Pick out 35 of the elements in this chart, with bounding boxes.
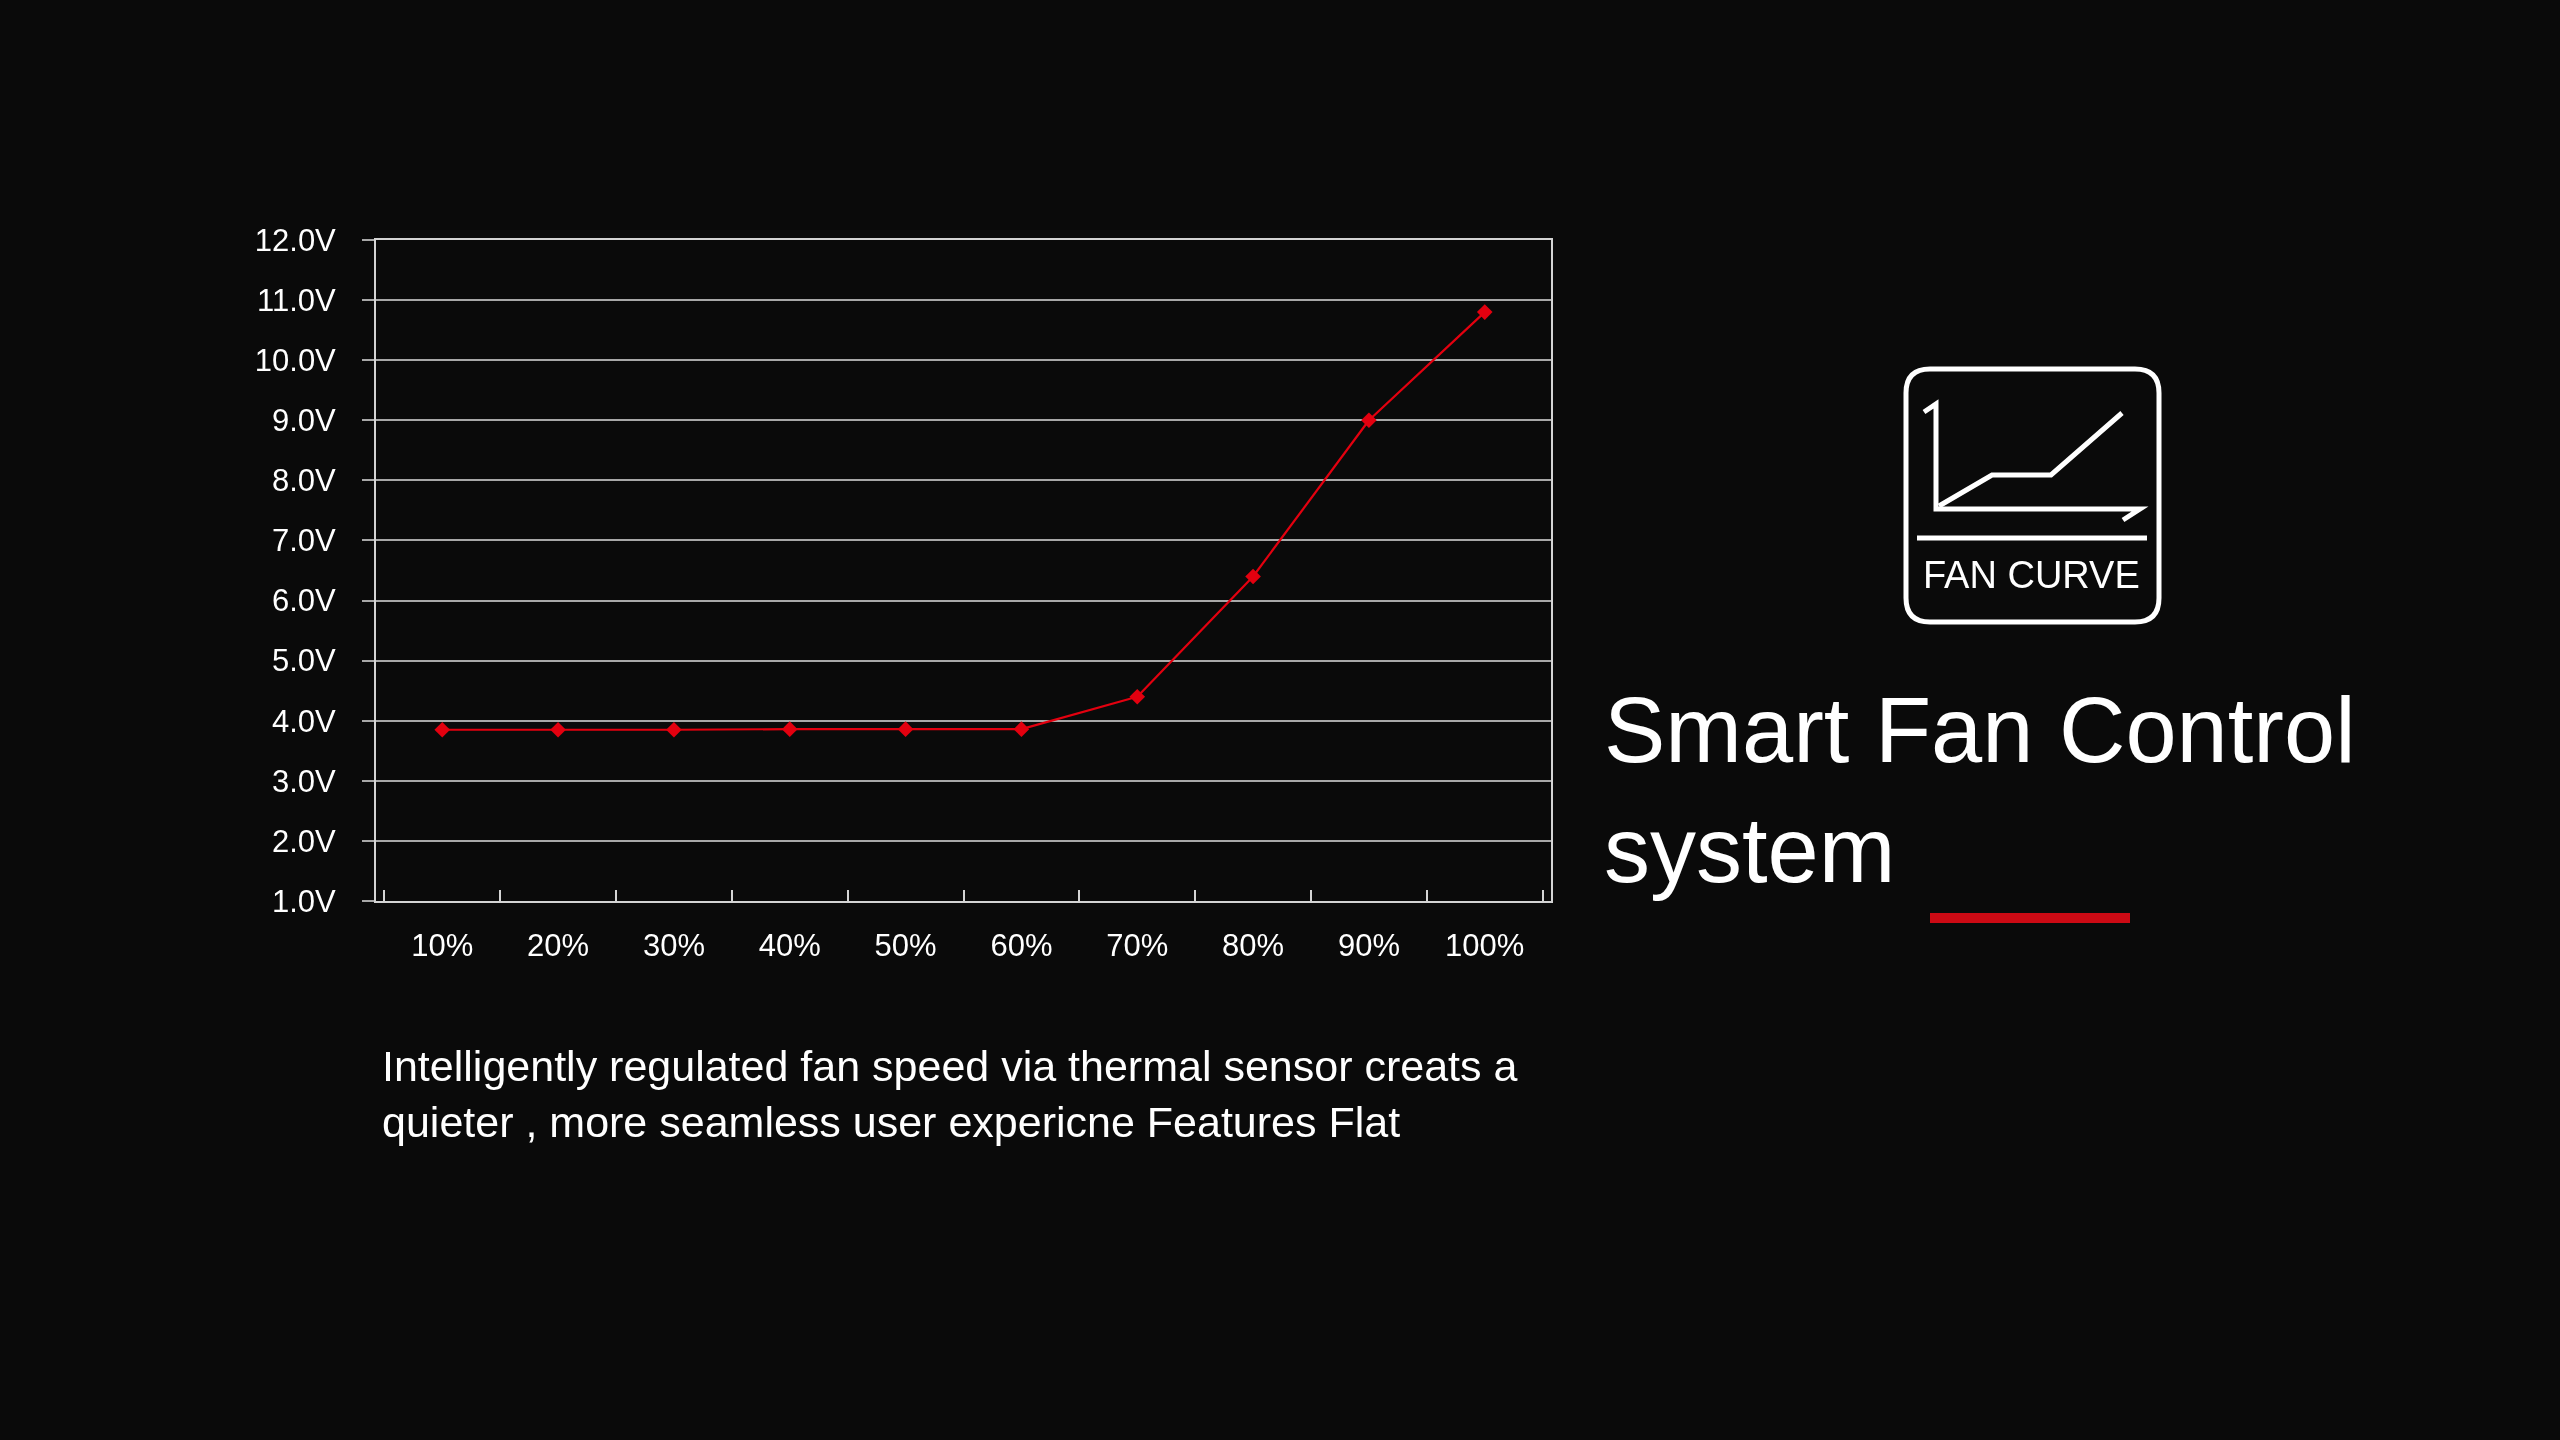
point <box>1361 412 1377 429</box>
y-tick-label: 10.0V <box>254 343 337 379</box>
point <box>1476 304 1493 320</box>
x-tick-label: 10% <box>411 928 474 964</box>
point <box>1013 721 1030 737</box>
point <box>666 721 682 738</box>
y-tick-label: 12.0V <box>254 222 337 258</box>
y-tick-label: 9.0V <box>272 403 337 439</box>
y-tick-label: 3.0V <box>272 763 337 799</box>
x-tick-label: 90% <box>1337 928 1400 964</box>
y-tick-label: 2.0V <box>272 823 337 859</box>
point <box>434 721 451 738</box>
point <box>1245 568 1261 585</box>
point <box>550 721 566 738</box>
y-tick-label: 8.0V <box>272 463 337 499</box>
x-tick-label: 50% <box>874 928 937 964</box>
y-tick-label: 5.0V <box>272 643 337 679</box>
y-tick-label: 1.0V <box>272 883 337 919</box>
x-tick-label: 60% <box>990 928 1053 964</box>
point <box>1129 688 1146 705</box>
point <box>897 721 914 737</box>
y-tick-label: 4.0V <box>272 703 337 739</box>
x-tick-label: 100% <box>1445 928 1525 964</box>
text: Intelligently regulated fan speed via thermal sensor creats a quieter , more seamless user expericne Features Flat <box>382 1042 1518 1146</box>
y-tick-label: 11.0V <box>257 282 337 318</box>
y-tick-label: 7.0V <box>272 523 337 559</box>
text: FAN CURVE <box>1923 554 2140 596</box>
x-tick-label: 30% <box>642 928 705 964</box>
x-tick-label: 20% <box>527 928 590 964</box>
x-tick-label: 40% <box>758 928 821 964</box>
y-tick-label: 6.0V <box>272 583 337 619</box>
text: Smart Fan Control system <box>1604 679 2356 901</box>
x-tick-label: 80% <box>1222 928 1285 964</box>
point <box>781 721 798 737</box>
x-tick-label: 70% <box>1106 928 1169 964</box>
